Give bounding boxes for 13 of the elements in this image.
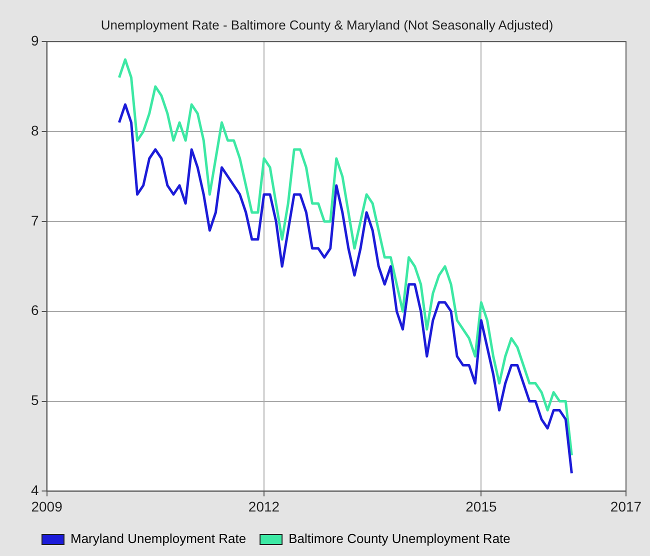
x-tick-label: 2009 <box>31 498 63 514</box>
legend-label: Baltimore County Unemployment Rate <box>288 531 510 546</box>
x-tick-label: 2015 <box>466 498 497 514</box>
x-tick-label: 2012 <box>248 498 280 514</box>
y-tick-label: 6 <box>30 302 39 318</box>
y-tick-label: 5 <box>30 392 39 408</box>
y-tick-label: 9 <box>30 32 39 48</box>
chart-title: Unemployment Rate - Baltimore County & Maryland (Not Seasonally Adjusted) <box>100 17 554 32</box>
y-tick-label: 8 <box>30 122 39 138</box>
y-tick-label: 7 <box>30 212 39 228</box>
y-tick-label: 4 <box>30 482 39 498</box>
x-tick-label: 2017 <box>610 498 642 514</box>
legend-label: Maryland Unemployment Rate <box>70 531 246 546</box>
